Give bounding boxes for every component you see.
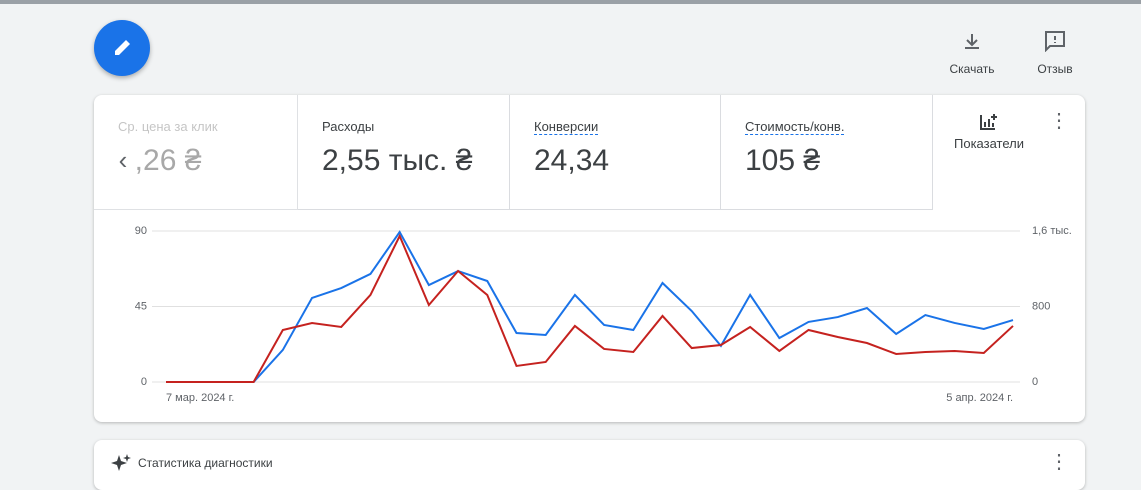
- feedback-icon: [1045, 31, 1065, 53]
- metric-value: 24,34: [534, 144, 610, 177]
- feedback-label: Отзыв: [1037, 62, 1073, 76]
- download-icon: [965, 34, 979, 49]
- metrics-button[interactable]: Показатели: [944, 111, 1034, 151]
- metric-label: Расходы: [322, 119, 375, 134]
- metrics-button-label: Показатели: [954, 136, 1024, 151]
- edit-icon: [115, 40, 130, 55]
- metric-tile[interactable]: Конверсии 24,34: [510, 95, 721, 210]
- diagnostics-card: Статистика диагностики ⋮: [94, 440, 1085, 490]
- metrics-icon: [980, 114, 997, 130]
- download-label: Скачать: [949, 62, 995, 76]
- metric-label: Ср. цена за клик: [118, 119, 218, 134]
- diagnostics-title: Статистика диагностики: [138, 456, 273, 470]
- metric-label: Стоимость/конв.: [745, 119, 845, 135]
- download-button[interactable]: Скачать: [940, 30, 1004, 76]
- metric-value: 2,26 ₴: [118, 144, 202, 177]
- metric-value: 2,55 тыс. ₴: [322, 144, 473, 177]
- sparkle-icon: [111, 454, 131, 471]
- performance-card: Ср. цена за клик 2,26 ₴ Расходы 2,55 тыс…: [94, 95, 1085, 422]
- metric-value: 105 ₴: [745, 144, 821, 177]
- metric-tile[interactable]: Стоимость/конв. 105 ₴: [721, 95, 933, 210]
- top-bar: [0, 0, 1141, 4]
- more-menu[interactable]: ⋮: [1049, 451, 1069, 473]
- edit-button[interactable]: [94, 20, 150, 76]
- feedback-button[interactable]: Отзыв: [1025, 30, 1085, 76]
- metric-label: Конверсии: [534, 119, 599, 135]
- scroll-left[interactable]: ‹: [110, 145, 136, 175]
- more-menu[interactable]: ⋮: [1049, 110, 1069, 132]
- metric-tile[interactable]: Расходы 2,55 тыс. ₴: [298, 95, 510, 210]
